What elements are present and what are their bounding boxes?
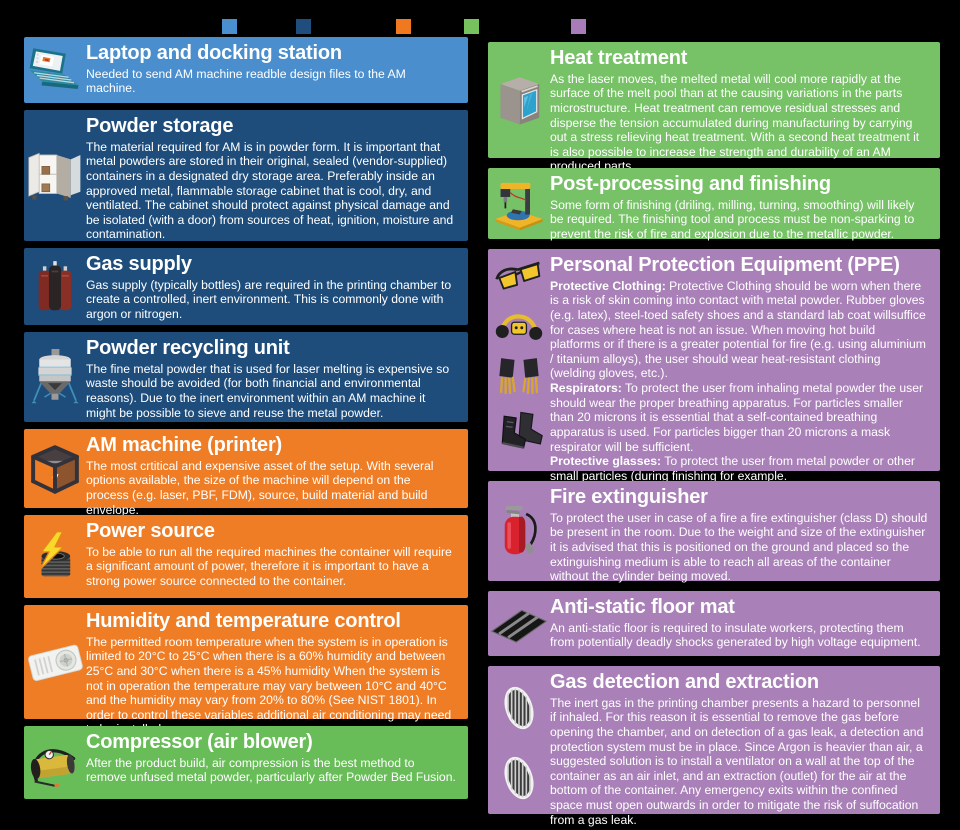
card-compressor: Compressor (air blower) After the produc… — [24, 726, 468, 799]
card-body: To protect the user in case of a fire a … — [550, 510, 928, 584]
card-title: Powder storage — [86, 115, 234, 137]
card-anti-static-mat: Anti-static floor mat An anti-static flo… — [488, 591, 940, 656]
legend-swatch-blue — [222, 19, 237, 34]
gas-bottles-icon — [24, 248, 86, 325]
printer-frame-icon — [24, 429, 86, 508]
air-vent-icon — [497, 680, 541, 736]
floor-mat-icon — [488, 591, 550, 656]
respirator-icon — [493, 306, 545, 344]
card-laptop-docking-station: Laptop and docking station Needed to sen… — [24, 37, 468, 103]
card-powder-storage: Powder storage The material required for… — [24, 110, 468, 241]
left-column: Laptop and docking station Needed to sen… — [24, 0, 468, 806]
card-power-source: Power source To be able to run all the r… — [24, 515, 468, 598]
ppe-icons — [488, 249, 550, 471]
card-title: Gas detection and extraction — [550, 671, 819, 693]
card-body: The material required for AM is in powde… — [86, 139, 454, 242]
card-title: Laptop and docking station — [86, 42, 342, 64]
card-title: Compressor (air blower) — [86, 731, 313, 753]
storage-cabinet-icon — [24, 110, 86, 241]
card-body: Protective Clothing: Protective Clothing… — [550, 279, 928, 484]
card-gas-supply: Gas supply Gas supply (typically bottles… — [24, 248, 468, 325]
legend-swatch-green — [464, 19, 479, 34]
ppe-paragraph-glasses: Protective glasses: To protect the user … — [550, 454, 915, 483]
card-body: After the product build, air compression… — [86, 755, 456, 785]
card-am-machine: AM machine (printer) The most crtitical … — [24, 429, 468, 517]
card-body: Some form of finishing (driling, milling… — [550, 197, 915, 241]
card-title: Personal Protection Equipment (PPE) — [550, 254, 900, 276]
legend-swatch-purple — [571, 19, 586, 34]
card-body: The permitted room temperature when the … — [86, 634, 452, 737]
ppe-paragraph-respirators: Respirators: To protect the user from in… — [550, 381, 924, 454]
gas-vent-icons — [488, 666, 550, 814]
card-title: Post-processing and finishing — [550, 173, 831, 195]
card-heat-treatment: Heat treatment As the laser moves, the m… — [488, 42, 940, 173]
ppe-paragraph-clothing: Protective Clothing: Protective Clothing… — [550, 278, 926, 381]
power-generator-icon — [24, 515, 86, 598]
oven-icon — [488, 42, 550, 158]
card-body: To be able to run all the required machi… — [86, 544, 452, 588]
welding-gloves-icon — [494, 353, 544, 399]
fire-extinguisher-icon — [488, 481, 550, 581]
card-title: Powder recycling unit — [86, 337, 290, 359]
card-body: The fine metal powder that is used for l… — [86, 361, 450, 420]
card-title: Power source — [86, 520, 215, 542]
card-ppe: Personal Protection Equipment (PPE) Prot… — [488, 249, 940, 483]
air-conditioner-icon — [24, 605, 86, 719]
card-fire-extinguisher: Fire extinguisher To protect the user in… — [488, 481, 940, 584]
safety-glasses-icon — [493, 259, 545, 297]
card-body: The most crtitical and expensive asset o… — [86, 458, 434, 517]
card-title: Humidity and temperature control — [86, 610, 401, 632]
card-title: AM machine (printer) — [86, 434, 283, 456]
card-gas-detection: Gas detection and extraction The inert g… — [488, 666, 940, 827]
card-body: Gas supply (typically bottles) are requi… — [86, 277, 452, 321]
air-vent-icon — [497, 750, 541, 806]
card-humidity-temperature-control: Humidity and temperature control The per… — [24, 605, 468, 736]
drill-press-icon — [488, 168, 550, 239]
right-column: Heat treatment As the laser moves, the m… — [488, 0, 940, 827]
card-post-processing: Post-processing and finishing Some form … — [488, 168, 940, 241]
card-body: An anti-static floor is required to insu… — [550, 620, 921, 650]
legend-swatch-navy — [296, 19, 311, 34]
card-body: As the laser moves, the melted metal wil… — [550, 71, 920, 174]
card-powder-recycling-unit: Powder recycling unit The fine metal pow… — [24, 332, 468, 422]
safety-boots-icon — [493, 408, 545, 454]
laptop-icon — [24, 37, 86, 103]
powder-hopper-icon — [24, 332, 86, 422]
card-title: Fire extinguisher — [550, 486, 708, 508]
card-title: Anti-static floor mat — [550, 596, 735, 618]
card-title: Heat treatment — [550, 47, 688, 69]
card-body: Needed to send AM machine readble design… — [86, 66, 406, 96]
card-body: The inert gas in the printing chamber pr… — [550, 695, 924, 827]
compressor-icon — [24, 726, 86, 799]
card-title: Gas supply — [86, 253, 192, 275]
legend-swatch-orange — [396, 19, 411, 34]
